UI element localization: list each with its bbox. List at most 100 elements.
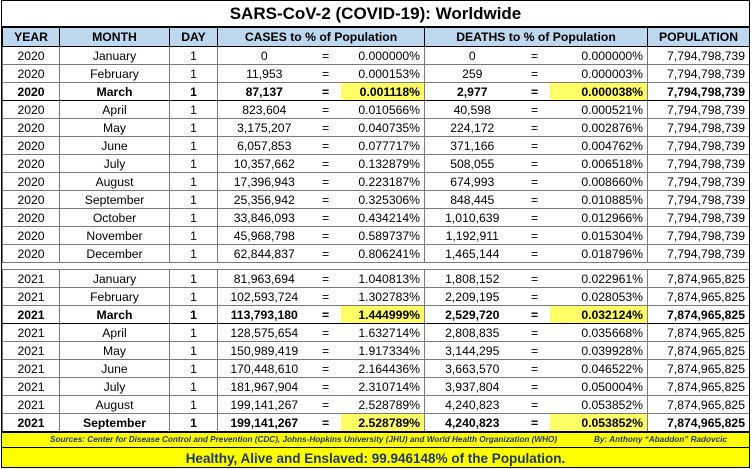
deaths-percent-cell: 0.032124% [549, 305, 648, 324]
day-cell: 1 [169, 305, 218, 324]
cases-cell: 33,846,093 [217, 208, 311, 227]
population-cell: 7,794,798,739 [647, 118, 749, 137]
population-cell: 7,874,965,825 [647, 287, 749, 306]
population-cell: 7,794,798,739 [647, 190, 749, 209]
population-cell: 7,794,798,739 [647, 100, 749, 119]
table-row: 2020 October 1 33,846,093 = 0.434214% 1,010,63… [2, 208, 749, 227]
deaths-cell: 3,937,804 [424, 377, 520, 396]
deaths-cell: 674,993 [424, 172, 520, 191]
deaths-equals-sign: = [519, 269, 550, 288]
month-cell: August [59, 395, 170, 414]
deaths-cell: 848,445 [424, 190, 520, 209]
cases-cell: 45,968,798 [217, 226, 311, 245]
cases-equals-sign: = [310, 377, 341, 396]
deaths-percent-cell: 0.000003% [549, 64, 648, 83]
population-cell: 7,874,965,825 [647, 269, 749, 288]
deaths-percent-cell: 0.015304% [549, 226, 648, 245]
deaths-percent-cell: 0.053852% [549, 413, 648, 432]
cases-equals-sign: = [310, 118, 341, 137]
deaths-percent-cell: 0.050004% [549, 377, 648, 396]
year-cell: 2021 [2, 269, 60, 288]
day-cell: 1 [169, 64, 218, 83]
day-cell: 1 [169, 287, 218, 306]
cases-percent-cell: 1.302783% [340, 287, 425, 306]
cases-cell: 181,967,904 [217, 377, 311, 396]
day-cell: 1 [169, 154, 218, 173]
month-cell: September [59, 190, 170, 209]
table-body-2021: 2021 January 1 81,963,694 = 1.040813% 1,808,15… [2, 269, 749, 432]
deaths-equals-sign: = [519, 377, 550, 396]
table-row: 2020 April 1 823,604 = 0.010566% 40,598 = 0.0005… [2, 100, 749, 119]
cases-percent-cell: 2.164436% [340, 359, 425, 378]
deaths-cell: 371,166 [424, 136, 520, 155]
cases-equals-sign: = [310, 100, 341, 119]
cases-cell: 199,141,267 [217, 395, 311, 414]
table-row: 2021 June 1 170,448,610 = 2.164436% 3,663,570 =… [2, 359, 749, 378]
month-cell: July [59, 154, 170, 173]
year-cell: 2021 [2, 341, 60, 360]
cases-percent-cell: 0.132879% [340, 154, 425, 173]
table-row: 2020 September 1 25,356,942 = 0.325306% 848,44… [2, 190, 749, 209]
year-cell: 2021 [2, 305, 60, 324]
cases-equals-sign: = [310, 287, 341, 306]
cases-equals-sign: = [310, 269, 341, 288]
day-cell: 1 [169, 359, 218, 378]
deaths-equals-sign: = [519, 172, 550, 191]
deaths-equals-sign: = [519, 226, 550, 245]
day-cell: 1 [169, 377, 218, 396]
table-row: 2020 November 1 45,968,798 = 0.589737% 1,192,9… [2, 226, 749, 245]
population-cell: 7,874,965,825 [647, 341, 749, 360]
month-cell: February [59, 287, 170, 306]
month-cell: March [59, 82, 170, 101]
year-cell: 2020 [2, 136, 60, 155]
deaths-percent-cell: 0.018796% [549, 244, 648, 263]
cases-percent-cell: 2.528789% [340, 395, 425, 414]
covid-table: YEAR MONTH DAY CASES to % of Population … [2, 27, 749, 432]
cases-cell: 62,844,837 [217, 244, 311, 263]
year-cell: 2020 [2, 64, 60, 83]
year-cell: 2021 [2, 377, 60, 396]
day-cell: 1 [169, 100, 218, 119]
deaths-percent-cell: 0.004762% [549, 136, 648, 155]
month-cell: June [59, 359, 170, 378]
population-cell: 7,794,798,739 [647, 172, 749, 191]
cases-equals-sign: = [310, 154, 341, 173]
population-cell: 7,874,965,825 [647, 413, 749, 432]
deaths-equals-sign: = [519, 305, 550, 324]
cases-cell: 11,953 [217, 64, 311, 83]
population-cell: 7,794,798,739 [647, 64, 749, 83]
cases-cell: 199,141,267 [217, 413, 311, 432]
cases-cell: 150,989,419 [217, 341, 311, 360]
cases-equals-sign: = [310, 82, 341, 101]
page-title: SARS-CoV-2 (COVID-19): Worldwide [2, 1, 749, 27]
year-cell: 2021 [2, 413, 60, 432]
year-cell: 2020 [2, 46, 60, 65]
table-row: 2020 December 1 62,844,837 = 0.806241% 1,465,1… [2, 244, 749, 263]
col-header-day: DAY [169, 27, 218, 47]
cases-percent-cell: 0.434214% [340, 208, 425, 227]
population-cell: 7,794,798,739 [647, 226, 749, 245]
table-row: 2021 August 1 199,141,267 = 2.528789% 4,240,82… [2, 395, 749, 414]
table-row: 2021 March 1 113,793,180 = 1.444999% 2,529,720… [2, 305, 749, 324]
day-cell: 1 [169, 323, 218, 342]
cases-cell: 128,575,654 [217, 323, 311, 342]
population-cell: 7,794,798,739 [647, 154, 749, 173]
cases-percent-cell: 0.000000% [340, 46, 425, 65]
deaths-percent-cell: 0.000000% [549, 46, 648, 65]
year-cell: 2020 [2, 244, 60, 263]
month-cell: January [59, 269, 170, 288]
deaths-equals-sign: = [519, 136, 550, 155]
month-cell: March [59, 305, 170, 324]
col-header-year: YEAR [2, 27, 60, 47]
cases-equals-sign: = [310, 359, 341, 378]
cases-percent-cell: 1.917334% [340, 341, 425, 360]
cases-percent-cell: 0.001118% [340, 82, 425, 101]
deaths-percent-cell: 0.002876% [549, 118, 648, 137]
month-cell: April [59, 323, 170, 342]
deaths-equals-sign: = [519, 190, 550, 209]
cases-percent-cell: 1.632714% [340, 323, 425, 342]
deaths-cell: 3,663,570 [424, 359, 520, 378]
deaths-percent-cell: 0.046522% [549, 359, 648, 378]
sources-note: Sources: Center for Disease Control and … [2, 432, 749, 447]
table-row: 2021 February 1 102,593,724 = 1.302783% 2,209,… [2, 287, 749, 306]
